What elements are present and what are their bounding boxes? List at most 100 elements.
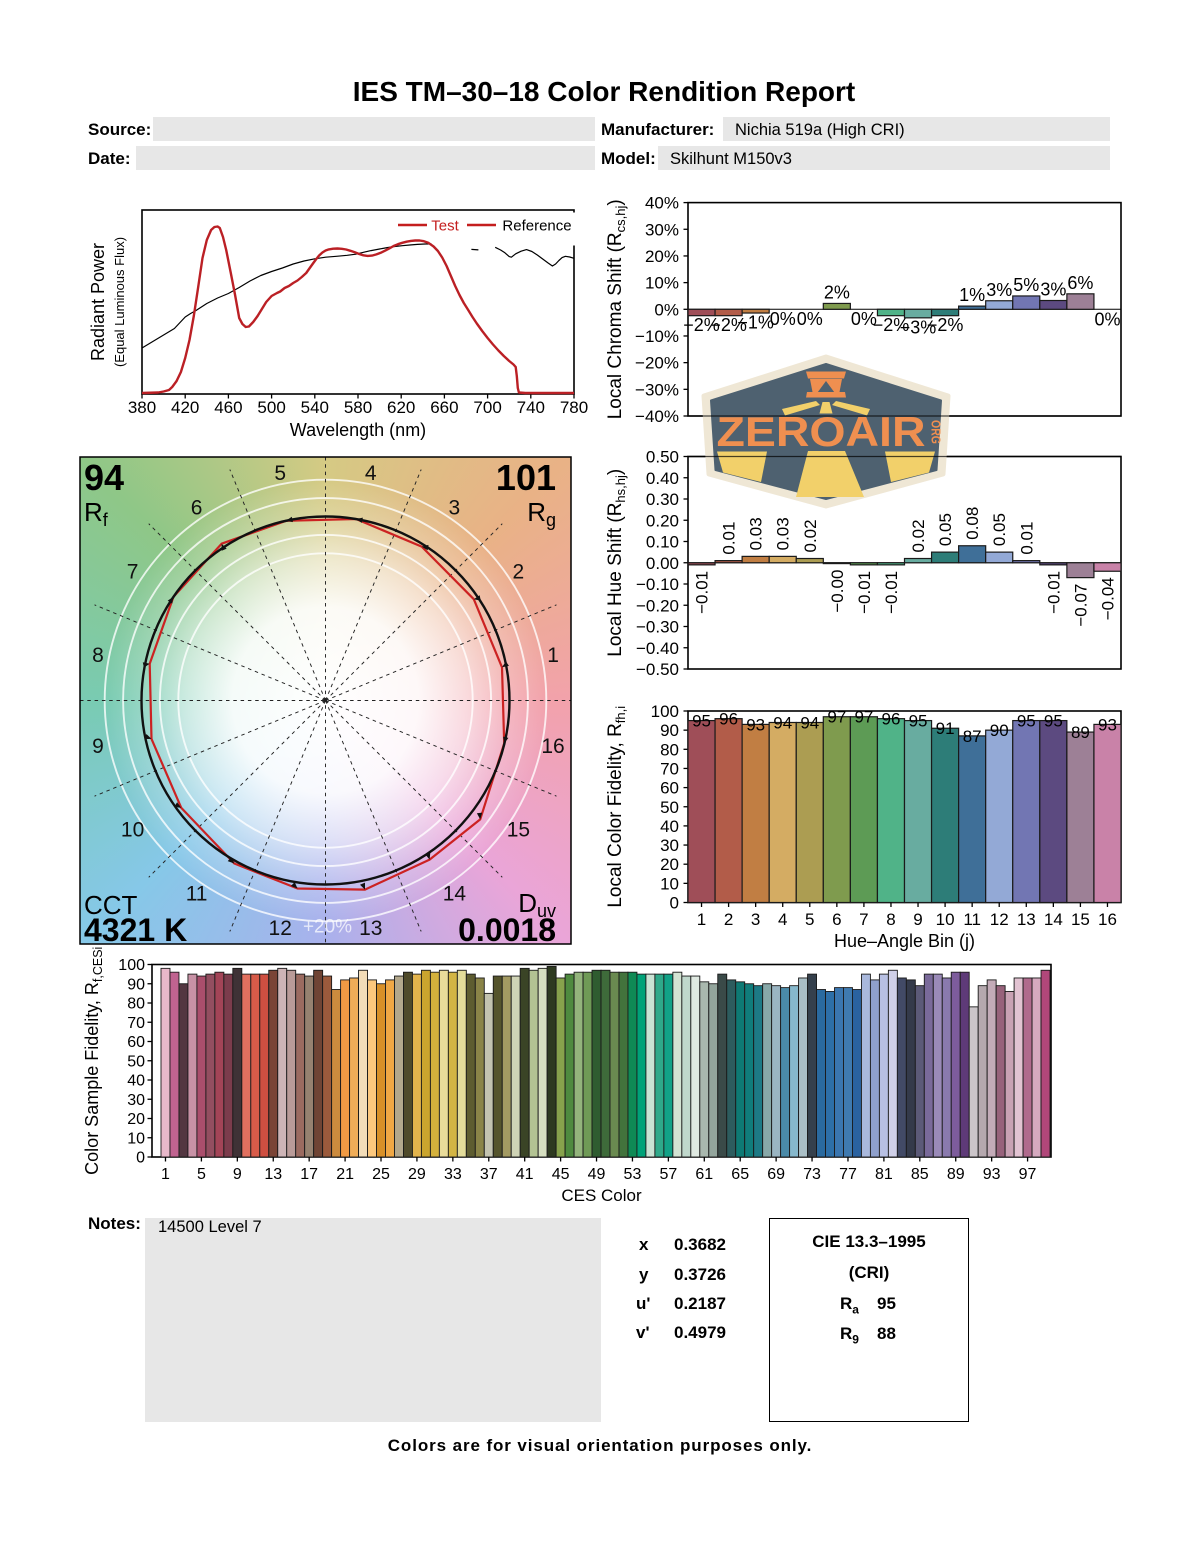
svg-text:Wavelength (nm): Wavelength (nm) (290, 420, 426, 440)
svg-text:50: 50 (127, 1053, 145, 1070)
svg-text:5: 5 (805, 910, 814, 929)
svg-text:−2%: −2% (927, 315, 964, 335)
svg-text:12: 12 (269, 917, 292, 940)
svg-text:Rf: Rf (84, 497, 109, 530)
svg-text:−0.01: −0.01 (855, 571, 874, 614)
svg-text:0%: 0% (1094, 309, 1120, 329)
svg-text:Radiant Power: Radiant Power (88, 243, 108, 361)
svg-text:5: 5 (197, 1166, 206, 1183)
svg-text:69: 69 (767, 1166, 785, 1183)
svg-text:700: 700 (473, 398, 501, 417)
svg-text:CES Color: CES Color (561, 1186, 642, 1205)
svg-text:0.02: 0.02 (801, 519, 820, 552)
svg-text:+20%: +20% (303, 917, 352, 938)
svg-text:6%: 6% (1067, 273, 1093, 293)
svg-text:20: 20 (127, 1111, 145, 1128)
svg-text:(Equal Luminous Flux): (Equal Luminous Flux) (112, 237, 127, 367)
svg-text:0.01: 0.01 (1017, 522, 1036, 555)
svg-text:25: 25 (372, 1166, 390, 1183)
svg-text:93: 93 (1098, 715, 1117, 734)
svg-text:30%: 30% (645, 220, 679, 239)
svg-text:11: 11 (186, 882, 208, 905)
svg-text:1: 1 (161, 1166, 170, 1183)
svg-text:17: 17 (300, 1166, 318, 1183)
svg-text:Test: Test (431, 218, 459, 235)
svg-text:2%: 2% (824, 282, 850, 302)
svg-text:95: 95 (692, 712, 711, 731)
svg-text:10: 10 (660, 874, 679, 893)
svg-text:93: 93 (746, 715, 765, 734)
svg-text:97: 97 (1019, 1166, 1037, 1183)
svg-text:Hue–Angle Bin (j): Hue–Angle Bin (j) (834, 931, 975, 951)
svg-text:9: 9 (233, 1166, 242, 1183)
svg-text:−40%: −40% (635, 407, 679, 426)
svg-text:13: 13 (359, 917, 382, 940)
svg-text:6: 6 (832, 910, 841, 929)
svg-text:−20%: −20% (635, 354, 679, 373)
svg-text:16: 16 (541, 735, 564, 758)
svg-text:460: 460 (214, 398, 242, 417)
svg-text:0.40: 0.40 (646, 469, 679, 488)
svg-text:−2%: −2% (710, 315, 747, 335)
svg-text:93: 93 (983, 1166, 1001, 1183)
svg-text:0: 0 (670, 894, 679, 913)
svg-text:380: 380 (128, 398, 156, 417)
svg-text:−0.01: −0.01 (693, 571, 712, 614)
svg-text:15: 15 (1071, 910, 1090, 929)
svg-text:21: 21 (336, 1166, 354, 1183)
svg-text:ORG: ORG (929, 420, 944, 444)
svg-text:30: 30 (127, 1092, 145, 1109)
svg-text:91: 91 (936, 719, 955, 738)
svg-text:12: 12 (990, 910, 1009, 929)
svg-text:10: 10 (936, 910, 955, 929)
svg-text:0%: 0% (770, 309, 796, 329)
svg-text:2: 2 (724, 910, 733, 929)
svg-text:97: 97 (854, 708, 873, 727)
svg-text:33: 33 (444, 1166, 462, 1183)
svg-text:29: 29 (408, 1166, 426, 1183)
svg-text:1: 1 (547, 644, 559, 667)
svg-text:96: 96 (719, 710, 738, 729)
svg-text:14: 14 (443, 882, 467, 905)
svg-text:−3%: −3% (900, 317, 937, 337)
svg-text:−30%: −30% (635, 380, 679, 399)
svg-text:0.30: 0.30 (646, 490, 679, 509)
svg-text:−10%: −10% (635, 327, 679, 346)
svg-text:6: 6 (191, 497, 203, 520)
svg-text:Color Sample Fidelity, Rf,CESi: Color Sample Fidelity, Rf,CESi (82, 947, 105, 1175)
svg-text:70: 70 (660, 759, 679, 778)
svg-text:94: 94 (773, 713, 792, 732)
svg-text:3%: 3% (986, 280, 1012, 300)
svg-text:0.05: 0.05 (936, 513, 955, 546)
svg-text:57: 57 (659, 1166, 677, 1183)
svg-text:94: 94 (84, 457, 124, 498)
svg-text:1: 1 (697, 910, 706, 929)
svg-text:540: 540 (301, 398, 329, 417)
svg-text:81: 81 (875, 1166, 893, 1183)
svg-text:0.01: 0.01 (720, 522, 739, 555)
svg-text:97: 97 (827, 708, 846, 727)
svg-text:500: 500 (257, 398, 285, 417)
svg-text:3: 3 (751, 910, 760, 929)
svg-text:2: 2 (513, 561, 525, 584)
svg-text:73: 73 (803, 1166, 821, 1183)
svg-text:95: 95 (1017, 712, 1036, 731)
svg-text:14: 14 (1044, 910, 1063, 929)
svg-text:77: 77 (839, 1166, 857, 1183)
svg-text:ZEROAIR: ZEROAIR (717, 408, 926, 455)
svg-text:13: 13 (264, 1166, 282, 1183)
svg-text:0.03: 0.03 (747, 517, 766, 550)
svg-text:0.03: 0.03 (774, 517, 793, 550)
svg-text:−0.07: −0.07 (1071, 584, 1090, 627)
svg-text:101: 101 (496, 457, 556, 498)
svg-text:89: 89 (1071, 723, 1090, 742)
svg-text:70: 70 (127, 1015, 145, 1032)
svg-text:0.50: 0.50 (646, 448, 679, 467)
svg-text:11: 11 (963, 910, 981, 929)
svg-text:Rg: Rg (527, 497, 556, 530)
svg-text:100: 100 (118, 957, 145, 974)
svg-text:53: 53 (624, 1166, 642, 1183)
svg-text:−1%: −1% (737, 313, 774, 333)
svg-text:96: 96 (882, 710, 901, 729)
svg-text:40: 40 (660, 817, 679, 836)
